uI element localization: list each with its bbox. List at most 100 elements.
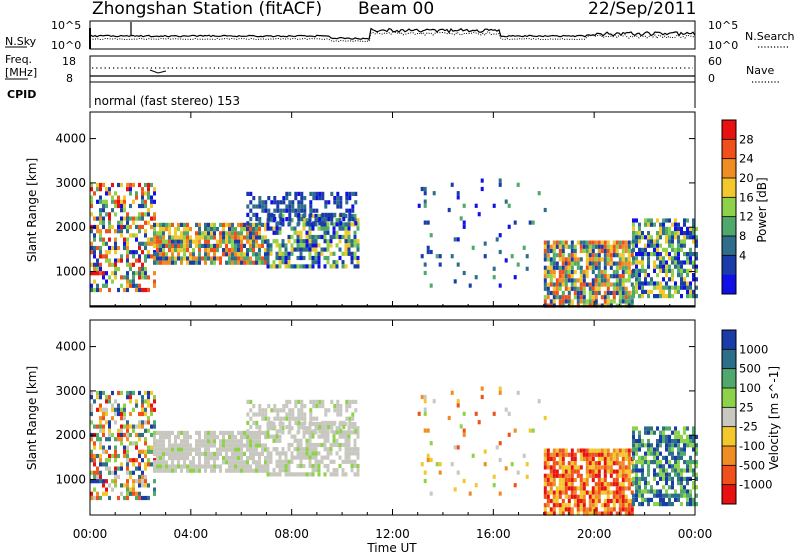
echo-cell [297, 425, 301, 430]
echo-cell [132, 407, 135, 412]
echo-cell [225, 443, 228, 448]
echo-cell [99, 199, 102, 204]
echo-cell [692, 218, 695, 223]
echo-cell [338, 442, 342, 448]
echo-cell [624, 248, 628, 254]
echo-cell [356, 426, 360, 431]
echo-cell [677, 239, 680, 244]
echo-cell [129, 395, 132, 400]
echo-cell [153, 491, 156, 496]
echo-cell [662, 426, 665, 431]
echo-cell [564, 261, 568, 266]
echo-cell [597, 456, 601, 462]
echo-cell [138, 462, 141, 467]
echo-cell [641, 468, 644, 473]
echo-cell [549, 465, 553, 470]
echo-cell [252, 243, 255, 248]
echo-cell [311, 264, 315, 269]
echo-cell [326, 463, 330, 469]
echo-cell [305, 442, 309, 448]
echo-cell [171, 252, 174, 257]
echo-cell [603, 511, 607, 516]
echo-cell [272, 239, 276, 244]
echo-cell [282, 200, 286, 205]
echo-cell [246, 235, 249, 240]
y-tick-label: 3000 [55, 384, 86, 398]
echo-cell [641, 260, 644, 265]
echo-cell [284, 251, 288, 256]
echo-cell [237, 260, 240, 265]
echo-cell [662, 222, 665, 227]
echo-cell [138, 449, 141, 454]
echo-cell [612, 452, 616, 457]
echo-cell [138, 495, 141, 501]
echo-cell [266, 264, 270, 269]
echo-cell [335, 260, 339, 265]
x-tick-label: 00:00 [678, 527, 713, 541]
echo-cell [609, 244, 613, 249]
echo-cell [635, 439, 638, 444]
echo-cell [213, 468, 216, 473]
echo-cell [189, 443, 192, 448]
echo-cell [261, 451, 264, 456]
echo-cell [93, 495, 96, 501]
echo-cell [147, 220, 150, 225]
colorbar-segment [722, 120, 736, 140]
echo-cell [600, 248, 604, 254]
echo-cell [674, 426, 677, 431]
echo-cell [138, 491, 141, 496]
echo-cell [189, 260, 192, 265]
echo-cell [615, 290, 619, 296]
echo-cell [201, 464, 204, 469]
echo-cell [183, 239, 186, 244]
echo-cell [665, 439, 668, 444]
echo-cell [129, 250, 132, 255]
echo-cell [594, 486, 598, 491]
echo-cell [90, 212, 93, 217]
echo-cell [689, 443, 692, 448]
echo-cell [650, 497, 653, 502]
echo-cell [255, 460, 258, 465]
echo-cell [281, 260, 285, 265]
echo-cell [189, 243, 192, 248]
echo-cell [656, 252, 659, 257]
echo-cell [588, 461, 592, 466]
echo-cell [114, 212, 117, 217]
echo-cell [582, 494, 586, 499]
echo-cell [222, 252, 225, 257]
echo-cell [591, 511, 595, 516]
echo-cell [564, 282, 568, 287]
echo-cell [303, 404, 307, 409]
echo-cell [126, 395, 129, 400]
echo-cell [204, 239, 207, 244]
echo-cell [258, 429, 262, 434]
echo-cell [564, 257, 568, 262]
echo-cell [525, 474, 529, 479]
echo-cell [278, 230, 282, 235]
echo-cell [117, 432, 120, 438]
echo-cell [183, 222, 186, 227]
echo-cell [240, 227, 243, 232]
echo-cell [267, 416, 271, 421]
echo-cell [266, 459, 270, 464]
echo-cell [192, 239, 195, 244]
echo-cell [105, 466, 108, 471]
echo-cell [549, 274, 553, 279]
echo-cell [456, 195, 460, 200]
echo-cell [297, 399, 301, 404]
echo-cell [132, 390, 135, 396]
echo-cell [552, 498, 556, 504]
echo-cell [674, 439, 677, 444]
echo-cell [615, 452, 619, 457]
echo-cell [335, 222, 339, 227]
echo-cell [686, 439, 689, 444]
echo-cell [278, 243, 282, 248]
echo-cell [680, 260, 683, 265]
echo-cell [153, 271, 156, 276]
echo-cell [249, 464, 252, 469]
echo-cell [147, 287, 150, 293]
echo-cell [549, 490, 553, 495]
echo-cell [558, 490, 562, 495]
echo-cell [638, 476, 641, 481]
